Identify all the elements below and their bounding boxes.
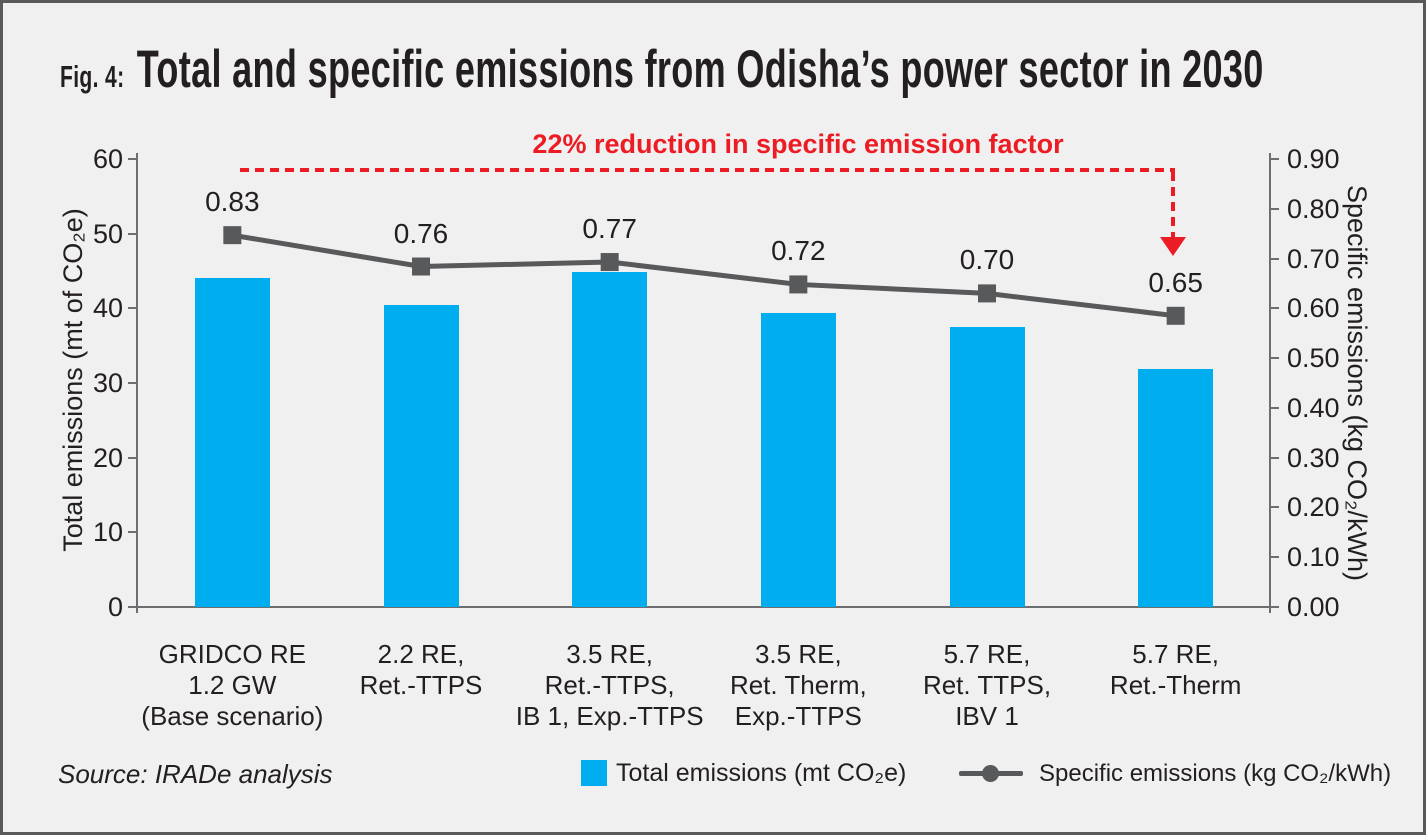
line-value-label: 0.83	[205, 186, 260, 218]
right-axis-tick	[1270, 357, 1279, 360]
line-value-label: 0.76	[393, 217, 449, 249]
left-axis-tick	[128, 531, 137, 534]
line-marker	[1166, 306, 1185, 325]
line-marker	[223, 226, 242, 245]
plot-area: 0.83 0.76 0.77 0.72 0.70 0.65	[138, 159, 1270, 607]
category-label: 5.7 RE, Ret.-Therm	[1109, 639, 1242, 700]
annotation-text: 22% reduction in specific emission facto…	[532, 129, 1064, 159]
page-title: Total and specific emissions from Odisha…	[136, 40, 1264, 99]
legend-bar-label: Total emissions (mt CO₂e)	[616, 759, 907, 787]
right-axis-tick	[1270, 606, 1279, 608]
line-marker	[412, 257, 430, 276]
line-value-label: 0.72	[771, 235, 826, 267]
line-marker	[789, 275, 808, 294]
line-marker	[978, 284, 996, 303]
category-label: 3.5 RE, Ret. Therm, Exp.-TTPS	[729, 639, 867, 731]
right-axis-tick-label: 0.40	[1287, 392, 1340, 423]
line-value-label: 0.65	[1148, 266, 1203, 298]
right-axis-tick-label: 0.70	[1287, 243, 1340, 274]
right-axis-tick	[1270, 158, 1279, 160]
line-value-label: 0.70	[959, 244, 1015, 276]
line-marker	[600, 253, 619, 272]
left-axis-tick	[128, 382, 137, 384]
line-value-label: 0.77	[582, 213, 637, 245]
right-axis-tick-label: 0.90	[1287, 144, 1340, 174]
right-axis-tick-label: 0.80	[1287, 193, 1340, 224]
right-axis-tick	[1270, 307, 1279, 310]
left-axis-tick-label: 50	[92, 218, 123, 249]
right-axis-tick-label: 0.20	[1287, 492, 1340, 523]
right-axis-tick	[1270, 207, 1279, 210]
right-axis-tick	[1270, 456, 1279, 459]
figure-number-label: Fig. 4:	[60, 59, 125, 94]
x-axis-line	[136, 606, 1271, 608]
right-axis-tick-label: 0.50	[1287, 343, 1340, 374]
right-axis-tick-label: 0.30	[1287, 442, 1340, 473]
total-emissions-bar	[194, 277, 270, 607]
legend-line-marker-icon	[982, 765, 999, 782]
total-emissions-bar	[760, 312, 836, 607]
left-axis-tick	[128, 606, 137, 608]
right-axis-tick-label: 0.60	[1287, 293, 1340, 324]
category-label: 5.7 RE, Ret. TTPS, IBV 1	[922, 639, 1052, 731]
annotation-dashed-line	[240, 168, 1175, 172]
left-axis-tick-label: 10	[92, 517, 123, 548]
legend-line-label: Specific emissions (kg CO₂/kWh)	[1039, 760, 1392, 787]
annotation-dashed-drop	[1171, 172, 1175, 238]
left-axis-tick	[128, 456, 137, 459]
left-axis-tick	[128, 158, 137, 160]
left-axis-tick-label: 20	[92, 442, 123, 473]
right-axis-tick	[1270, 556, 1279, 559]
left-axis-tick	[128, 307, 137, 310]
total-emissions-bar	[572, 271, 648, 607]
right-axis-tick-label: 0.00	[1287, 592, 1340, 622]
right-axis-tick	[1270, 506, 1279, 509]
right-axis-tick	[1270, 257, 1279, 260]
legend-bar-swatch	[581, 760, 607, 786]
right-axis-tick	[1270, 406, 1279, 409]
category-label: GRIDCO RE 1.2 GW (Base scenario)	[141, 639, 324, 731]
left-axis-tick-label: 40	[92, 293, 123, 324]
total-emissions-bar	[383, 305, 459, 607]
source-note: Source: IRADe analysis	[58, 759, 333, 789]
left-axis-tick	[128, 232, 137, 235]
left-axis-tick-label: 60	[92, 144, 123, 174]
right-axis-line	[1269, 153, 1271, 613]
right-axis-tick-label: 0.10	[1287, 542, 1340, 573]
left-axis-tick-label: 0	[107, 592, 123, 622]
category-label: 2.2 RE, Ret.-TTPS	[359, 639, 483, 700]
left-axis-line	[136, 153, 138, 613]
combo-chart: Total emissions (mt of CO₂e) Specific em…	[3, 3, 1423, 832]
total-emissions-bar	[949, 327, 1025, 607]
category-label: 3.5 RE, Ret.-TTPS, IB 1, Exp.-TTPS	[515, 639, 704, 731]
total-emissions-bar	[1138, 368, 1214, 607]
left-axis-tick-label: 30	[92, 368, 123, 398]
annotation-arrowhead-icon	[1160, 237, 1186, 256]
figure-title-row: Fig. 4: Total and specific emissions fro…	[60, 39, 1264, 100]
specific-emissions-line	[223, 226, 1185, 325]
